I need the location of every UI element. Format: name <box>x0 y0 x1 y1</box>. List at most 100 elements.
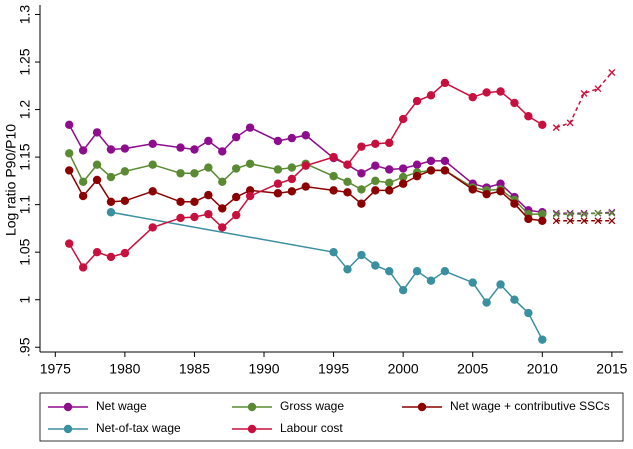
y-tick-label: 1.1 <box>17 195 33 215</box>
data-point <box>301 161 310 170</box>
data-point <box>496 87 505 96</box>
legend-marker <box>63 402 73 412</box>
legend-marker <box>247 424 257 434</box>
data-point <box>440 156 450 166</box>
data-point <box>176 169 185 178</box>
data-point <box>287 163 297 172</box>
y-axis-label: Log ratio P90/P10 <box>3 124 19 236</box>
data-point <box>580 217 588 225</box>
data-point <box>287 187 297 196</box>
data-point <box>106 208 116 217</box>
data-point <box>412 266 422 276</box>
data-point <box>608 209 616 217</box>
y-tick-label: 1.3 <box>17 5 33 25</box>
data-point <box>552 210 560 218</box>
y-tick-label: 1 <box>17 296 33 304</box>
data-point <box>580 89 588 97</box>
data-point <box>496 280 505 289</box>
data-point <box>594 217 602 225</box>
data-point <box>385 165 394 174</box>
data-point <box>120 144 130 153</box>
x-tick-label: 2005 <box>457 361 488 377</box>
x-tick-label: 1980 <box>109 361 140 377</box>
data-point <box>204 209 213 219</box>
x-tick-label: 2015 <box>596 361 627 377</box>
data-point <box>385 178 394 187</box>
legend-marker <box>63 424 73 434</box>
data-point <box>412 160 422 169</box>
data-point <box>78 191 88 201</box>
data-point <box>190 169 199 178</box>
data-point <box>176 143 185 152</box>
x-tick-label: 1995 <box>318 361 349 377</box>
data-point <box>468 93 477 102</box>
data-point <box>580 209 588 217</box>
data-point <box>371 139 380 148</box>
data-point <box>329 247 338 257</box>
data-point <box>190 145 199 154</box>
data-point <box>398 179 408 188</box>
data-point <box>176 197 185 206</box>
data-point <box>566 209 574 217</box>
data-point <box>65 120 74 129</box>
data-point <box>287 174 297 184</box>
data-point <box>426 156 436 166</box>
projection-line <box>556 211 612 214</box>
data-point <box>176 213 185 223</box>
data-point <box>398 114 408 124</box>
data-point <box>357 199 366 208</box>
data-point <box>594 209 602 217</box>
legend-label: Net wage + contributive SSCs <box>450 399 610 413</box>
data-point <box>482 298 491 307</box>
projection-line <box>556 212 612 215</box>
data-point <box>273 179 283 188</box>
data-point <box>120 248 130 258</box>
data-point <box>78 146 88 155</box>
data-point <box>524 308 533 318</box>
data-point <box>329 186 338 195</box>
data-point <box>412 96 422 106</box>
data-point <box>78 177 88 187</box>
data-point <box>608 217 616 225</box>
data-point <box>148 139 157 148</box>
data-point <box>106 252 116 262</box>
data-point <box>120 167 130 176</box>
data-point <box>65 239 74 248</box>
data-point <box>65 166 74 175</box>
data-point <box>190 212 199 222</box>
data-point <box>440 78 450 88</box>
data-point <box>594 85 602 93</box>
data-point <box>482 88 491 97</box>
data-point <box>538 209 547 219</box>
legend-label: Labour cost <box>280 421 343 435</box>
data-point <box>343 265 352 274</box>
data-point <box>92 175 102 185</box>
x-tick-label: 1975 <box>40 361 71 377</box>
data-point <box>566 217 574 225</box>
data-point <box>343 177 352 187</box>
data-point <box>218 204 227 213</box>
data-point <box>245 159 255 168</box>
data-point <box>371 176 380 186</box>
x-tick-label: 2010 <box>527 361 558 377</box>
data-point <box>273 165 283 174</box>
data-point <box>204 136 213 146</box>
data-point <box>468 185 477 194</box>
data-point <box>65 149 74 158</box>
data-point <box>385 138 394 148</box>
data-point <box>398 286 408 295</box>
y-tick-label: 1.25 <box>17 48 33 75</box>
data-point <box>440 166 450 175</box>
data-point <box>608 69 616 76</box>
data-point <box>273 189 283 198</box>
data-point <box>426 166 436 175</box>
series-line <box>110 211 543 340</box>
data-point <box>398 172 408 182</box>
data-point <box>440 266 450 276</box>
data-point <box>385 186 394 195</box>
data-point <box>231 210 241 220</box>
legend-label: Net wage <box>96 399 147 413</box>
data-point <box>482 189 491 199</box>
data-point <box>538 120 547 129</box>
data-point <box>231 192 241 202</box>
